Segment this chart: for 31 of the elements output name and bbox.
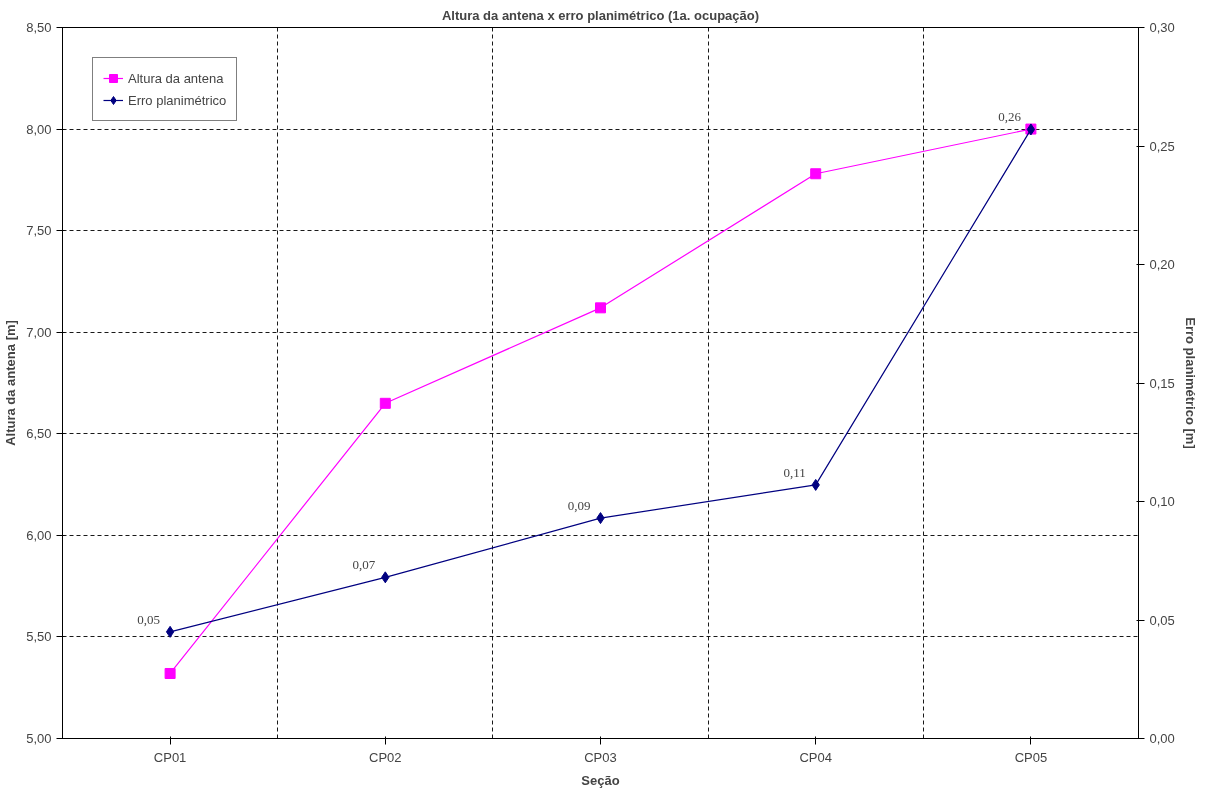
data-label: 0,07 bbox=[352, 557, 376, 573]
x-tick-label: CP05 bbox=[1014, 749, 1048, 765]
y2-tick-label: 0,30 bbox=[1149, 20, 1175, 35]
y2-tick-label: 0,00 bbox=[1149, 731, 1175, 746]
chart-title: Altura da antena x erro planimétrico (1a. ocupação) bbox=[441, 7, 760, 23]
y-tick-label: 7,00 bbox=[26, 324, 52, 340]
y2-tick-label: 0,25 bbox=[1149, 138, 1175, 154]
legend-label: Erro planimétrico bbox=[128, 92, 227, 108]
data-label: 0,09 bbox=[567, 498, 591, 514]
y-tick-label: 5,50 bbox=[26, 629, 52, 645]
y2-tick-label: 0,05 bbox=[1149, 612, 1175, 628]
y-tick-label: 5,00 bbox=[26, 731, 52, 746]
x-tick-label: CP03 bbox=[584, 749, 617, 765]
y2-axis-title: Erro planimétrico [m] bbox=[1182, 317, 1198, 449]
data-label: 0,05 bbox=[137, 611, 161, 627]
data-label: 0,26 bbox=[998, 109, 1022, 125]
y2-tick-label: 0,10 bbox=[1149, 494, 1175, 509]
y2-tick-label: 0,20 bbox=[1149, 257, 1175, 272]
y-tick-label: 8,50 bbox=[26, 20, 52, 35]
x-axis-title: Seção bbox=[581, 772, 620, 788]
legend-label: Altura da antena bbox=[128, 70, 224, 86]
y-tick-label: 6,50 bbox=[26, 426, 52, 442]
x-tick-label: CP04 bbox=[799, 749, 832, 765]
y-axis-title: Altura da antena [m] bbox=[3, 320, 19, 446]
x-tick-label: CP01 bbox=[153, 749, 187, 765]
y2-tick-label: 0,15 bbox=[1149, 375, 1175, 391]
data-label: 0,11 bbox=[783, 464, 806, 480]
y-tick-label: 7,50 bbox=[26, 223, 52, 239]
x-tick-label: CP02 bbox=[369, 749, 402, 765]
y-tick-label: 6,00 bbox=[26, 527, 52, 543]
y-tick-label: 8,00 bbox=[26, 121, 52, 137]
